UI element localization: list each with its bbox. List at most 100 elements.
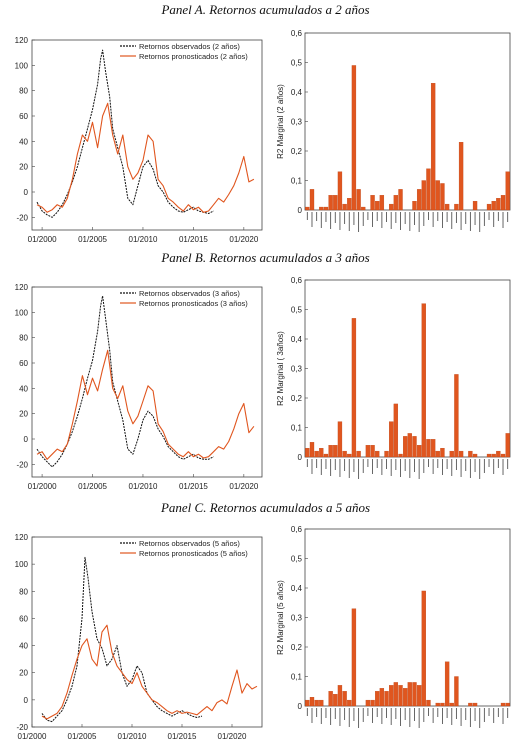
plot-frame xyxy=(31,39,263,231)
y-tick-label: 0,6 xyxy=(291,525,303,534)
bar xyxy=(500,453,506,458)
line-chart-b: -20 0 20 40 60 80 100 120 01/2000 01/2005 01/2010 0… xyxy=(15,283,263,491)
y-tick-label: 0,1 xyxy=(291,424,303,433)
bar xyxy=(435,702,440,707)
y-tick-label: 0 xyxy=(298,453,303,462)
bar xyxy=(403,688,408,707)
y-tick-label: 0 xyxy=(24,696,29,705)
bar xyxy=(426,439,431,458)
bar xyxy=(491,453,496,458)
y-tick-label: 0 xyxy=(24,435,29,444)
bar xyxy=(449,702,454,707)
y-tick-label: 0,6 xyxy=(291,29,303,38)
x-tick-label: 01/2000 xyxy=(28,235,57,244)
bar xyxy=(342,450,347,458)
bar xyxy=(365,699,371,707)
y-tick-label: 0,6 xyxy=(291,276,303,285)
bar xyxy=(375,691,380,707)
bar xyxy=(454,203,459,211)
y-tick-label: 120 xyxy=(15,533,29,542)
x-tick-label: 01/2015 xyxy=(179,482,208,491)
y-tick-label: 60 xyxy=(19,614,28,623)
bar xyxy=(323,453,329,458)
y-tick-label: 0,2 xyxy=(291,394,303,403)
y-tick-label: 20 xyxy=(19,669,28,678)
bar xyxy=(393,682,399,707)
bar xyxy=(449,450,454,458)
bar xyxy=(421,303,426,458)
legend-label: Retornos observados (5 años) xyxy=(139,539,240,548)
x-tick-label: 01/2010 xyxy=(118,732,147,741)
bar xyxy=(379,688,385,707)
bar xyxy=(468,702,473,707)
bar xyxy=(430,83,436,211)
bar xyxy=(347,198,352,211)
bar xyxy=(403,436,408,458)
bar xyxy=(337,171,343,211)
bar-chart-c: 0 0,1 0,2 0,3 0,4 0,5 0,6 R2 Marginal (5 años) xyxy=(276,525,511,728)
bar xyxy=(416,685,422,707)
bar xyxy=(398,453,403,458)
legend-label: Retornos pronosticados (5 años) xyxy=(139,549,248,558)
bar xyxy=(389,421,394,458)
bar xyxy=(500,702,506,707)
y-tick-label: 0 xyxy=(298,206,303,215)
y-tick-label: 0,4 xyxy=(291,584,303,593)
bar xyxy=(444,203,450,211)
y-axis-label: R2 Marginal (5 años) xyxy=(276,580,285,655)
bar xyxy=(305,699,310,707)
bar xyxy=(412,436,417,458)
bar xyxy=(472,453,478,458)
bar xyxy=(333,445,338,458)
bar xyxy=(389,203,394,211)
series-line-observed xyxy=(36,295,214,468)
x-tick-label: 01/2020 xyxy=(218,732,247,741)
bar xyxy=(384,691,389,707)
plot-frame xyxy=(304,32,511,211)
y-tick-label: 0,4 xyxy=(291,335,303,344)
bar xyxy=(454,676,459,707)
bar xyxy=(416,189,422,211)
bar xyxy=(458,450,464,458)
bar xyxy=(379,195,385,211)
y-tick-label: 0 xyxy=(298,702,303,711)
bar xyxy=(333,694,338,707)
bar xyxy=(370,195,375,211)
bar xyxy=(309,697,315,707)
y-tick-label: 0,2 xyxy=(291,147,303,156)
y-tick-label: 100 xyxy=(15,308,29,317)
y-tick-label: 0,3 xyxy=(291,118,303,127)
bar xyxy=(384,450,389,458)
bar xyxy=(412,200,417,211)
bar xyxy=(486,453,492,458)
bar xyxy=(496,450,501,458)
x-tick-label: 01/2000 xyxy=(28,482,57,491)
bar xyxy=(500,195,506,211)
bar xyxy=(337,421,343,458)
bar xyxy=(421,590,426,707)
bar xyxy=(375,450,380,458)
y-tick-label: 120 xyxy=(15,36,29,45)
x-tick-label: 01/2020 xyxy=(229,482,258,491)
plot-frame xyxy=(304,528,511,707)
bar xyxy=(426,699,431,707)
bar xyxy=(328,195,333,211)
bar xyxy=(347,453,352,458)
x-tick-label: 01/2000 xyxy=(18,732,47,741)
series-line-forecast xyxy=(36,349,255,460)
y-tick-label: 60 xyxy=(19,112,28,121)
bar xyxy=(370,699,375,707)
bar xyxy=(454,374,459,458)
bar xyxy=(342,203,347,211)
bar xyxy=(421,180,426,211)
y-tick-label: 80 xyxy=(19,87,28,96)
bar xyxy=(505,433,510,458)
y-tick-label: 0,5 xyxy=(291,555,303,564)
bar xyxy=(444,661,450,707)
x-tick-label: 01/2005 xyxy=(78,235,107,244)
bar xyxy=(323,206,329,211)
bar xyxy=(319,699,324,707)
legend-label: Retornos pronosticados (3 años) xyxy=(139,299,248,308)
series-line-forecast xyxy=(36,102,255,213)
